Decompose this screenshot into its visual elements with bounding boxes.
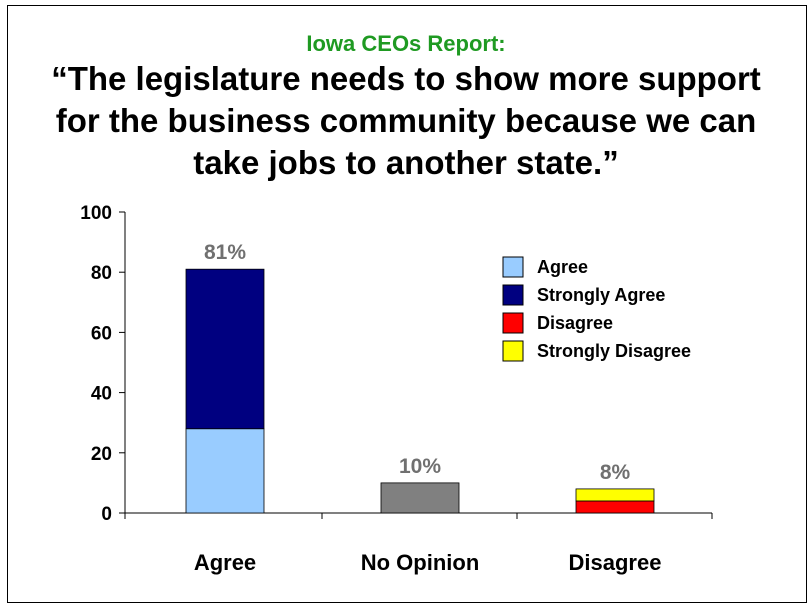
y-tick-label: 60 [91,323,112,344]
y-tick-label: 20 [91,444,112,465]
legend-swatch [502,256,524,278]
chart-subtitle: Iowa CEOs Report: [306,31,506,56]
title-line-2: for the business community because we ca… [55,102,757,139]
chart-title: “The legislature needs to show more supp… [0,58,812,184]
legend-label: Disagree [537,313,613,333]
data-label: 81% [204,241,246,264]
title-line-1: “The legislature needs to show more supp… [51,60,761,97]
title-line-3: take jobs to another state.” [193,144,619,181]
x-tick-label: Agree [194,550,256,575]
legend-label: Strongly Agree [537,285,665,305]
x-tick-label: No Opinion [361,550,480,575]
y-tick-label: 0 [101,504,112,525]
legend-swatch [502,340,524,362]
legend-label: Strongly Disagree [537,341,691,361]
y-tick-label: 40 [91,384,112,405]
bar-segment [185,268,265,430]
legend-swatch [502,312,524,334]
bar-segment [380,482,460,514]
data-label: 8% [600,461,631,484]
bar-segment [185,428,265,514]
legend-label: Agree [537,257,588,277]
data-label: 10% [399,455,441,478]
bar-segment [575,488,655,502]
x-tick-label: Disagree [569,550,662,575]
legend-swatch [502,284,524,306]
y-tick-label: 100 [80,203,112,224]
y-tick-label: 80 [91,263,112,284]
bar-segment [575,500,655,514]
